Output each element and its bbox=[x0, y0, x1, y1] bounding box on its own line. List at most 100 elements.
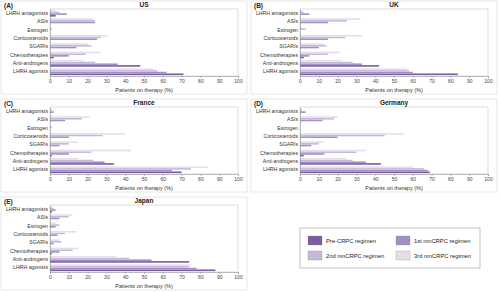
tick: 90 bbox=[217, 174, 223, 182]
tick-label: 50 bbox=[142, 274, 148, 280]
tick-label: 40 bbox=[373, 78, 379, 84]
bar bbox=[50, 52, 101, 54]
tick: 90 bbox=[217, 272, 223, 280]
bar bbox=[50, 53, 86, 55]
tick-label: Chemotherapies bbox=[10, 248, 48, 254]
bar bbox=[300, 47, 319, 49]
bar bbox=[50, 60, 84, 62]
bar bbox=[300, 72, 413, 74]
tick: 80 bbox=[198, 76, 204, 84]
legend-swatch bbox=[308, 251, 322, 260]
tick-label: 40 bbox=[373, 176, 379, 182]
bar bbox=[300, 111, 306, 113]
legend-label: Pre-CRPC regimen bbox=[326, 238, 376, 244]
tick-label: 30 bbox=[104, 176, 110, 182]
bar bbox=[50, 68, 153, 70]
tick-label: 100 bbox=[234, 274, 243, 280]
tick-label: Chemotherapies bbox=[260, 52, 298, 58]
bar bbox=[300, 52, 339, 54]
y-axis: LHRH antagonistsASIsEstrogenCorticostero… bbox=[256, 10, 301, 77]
tick-label: SGARIs bbox=[279, 43, 298, 49]
tick: Chemotherapies bbox=[10, 248, 50, 254]
tick-label: 60 bbox=[411, 78, 417, 84]
tick-label: Corticosteroids bbox=[263, 35, 298, 41]
panel-title: Japan bbox=[135, 197, 154, 205]
bar bbox=[50, 12, 59, 14]
tick-label: Anti-androgens bbox=[13, 158, 49, 164]
tick-label: 30 bbox=[354, 78, 360, 84]
bar bbox=[300, 150, 366, 152]
tick: 30 bbox=[104, 272, 110, 280]
panel: 0102030405060708090100LHRH antagonistsAS… bbox=[1, 1, 247, 94]
tick-label: SGARIs bbox=[29, 141, 48, 147]
tick-label: Anti-androgens bbox=[13, 60, 49, 66]
tick-label: 50 bbox=[392, 78, 398, 84]
bar bbox=[300, 63, 362, 65]
tick: Chemotherapies bbox=[10, 150, 50, 156]
bar bbox=[50, 45, 91, 47]
bar bbox=[300, 22, 328, 24]
tick: Corticosteroids bbox=[263, 35, 300, 41]
panel-frame bbox=[1, 197, 247, 290]
plot-frame bbox=[300, 9, 488, 76]
bar bbox=[50, 22, 95, 24]
tick: LHRH agonists bbox=[13, 68, 50, 74]
tick-label: Corticosteroids bbox=[13, 231, 48, 237]
tick-label: 90 bbox=[217, 78, 223, 84]
tick: 30 bbox=[354, 76, 360, 84]
bar bbox=[50, 214, 73, 216]
tick-label: Estrogen bbox=[277, 125, 298, 131]
bar bbox=[300, 28, 306, 30]
bar bbox=[50, 266, 189, 268]
tick-label: 0 bbox=[299, 176, 302, 182]
bar bbox=[50, 161, 105, 163]
tick: LHRH agonists bbox=[13, 264, 50, 270]
tick: 0 bbox=[299, 174, 302, 182]
tick: 60 bbox=[161, 76, 167, 84]
panel-title: France bbox=[133, 99, 155, 106]
plot-frame bbox=[50, 107, 238, 174]
tick: SGARIs bbox=[29, 43, 50, 49]
tick: 10 bbox=[67, 76, 73, 84]
bar bbox=[300, 62, 353, 64]
legend-label: 1st nmCRPC regimen bbox=[414, 238, 470, 244]
tick-label: LHRH agonists bbox=[13, 264, 48, 270]
x-axis-title: Patients on therapy (%) bbox=[115, 87, 173, 93]
y-axis: LHRH antagonistsASIsEstrogenCorticostero… bbox=[6, 10, 51, 77]
tick-label: LHRH agonists bbox=[13, 68, 48, 74]
tick: 60 bbox=[411, 174, 417, 182]
bar bbox=[50, 163, 114, 165]
panel-label: (A) bbox=[4, 2, 13, 10]
tick: Estrogen bbox=[277, 27, 300, 33]
bar bbox=[50, 160, 93, 162]
tick: 80 bbox=[448, 174, 454, 182]
tick-label: 20 bbox=[85, 176, 91, 182]
tick: 70 bbox=[179, 76, 185, 84]
tick-label: ASIs bbox=[287, 116, 298, 122]
tick-label: 10 bbox=[317, 176, 323, 182]
bar bbox=[50, 241, 61, 243]
x-axis: 0102030405060708090100 bbox=[49, 272, 243, 280]
panel-label: (E) bbox=[4, 198, 13, 206]
bar bbox=[50, 72, 167, 74]
bars bbox=[50, 110, 208, 173]
bar bbox=[300, 35, 362, 37]
tick: LHRH antagonists bbox=[256, 108, 300, 114]
tick-label: Corticosteroids bbox=[13, 133, 48, 139]
tick: 10 bbox=[67, 272, 73, 280]
tick-label: LHRH agonists bbox=[13, 166, 48, 172]
tick: 40 bbox=[123, 76, 129, 84]
bar bbox=[300, 65, 379, 67]
bar bbox=[300, 70, 409, 72]
tick: 50 bbox=[392, 76, 398, 84]
bar bbox=[300, 145, 311, 147]
panel: 0102030405060708090100LHRH antagonistsAS… bbox=[1, 99, 247, 192]
bar bbox=[50, 248, 78, 250]
tick: 60 bbox=[161, 272, 167, 280]
bar bbox=[300, 68, 407, 70]
axis-line bbox=[50, 108, 51, 175]
bar bbox=[50, 118, 82, 120]
panel-frame bbox=[1, 99, 247, 192]
tick: Corticosteroids bbox=[13, 231, 50, 237]
tick: 50 bbox=[392, 174, 398, 182]
